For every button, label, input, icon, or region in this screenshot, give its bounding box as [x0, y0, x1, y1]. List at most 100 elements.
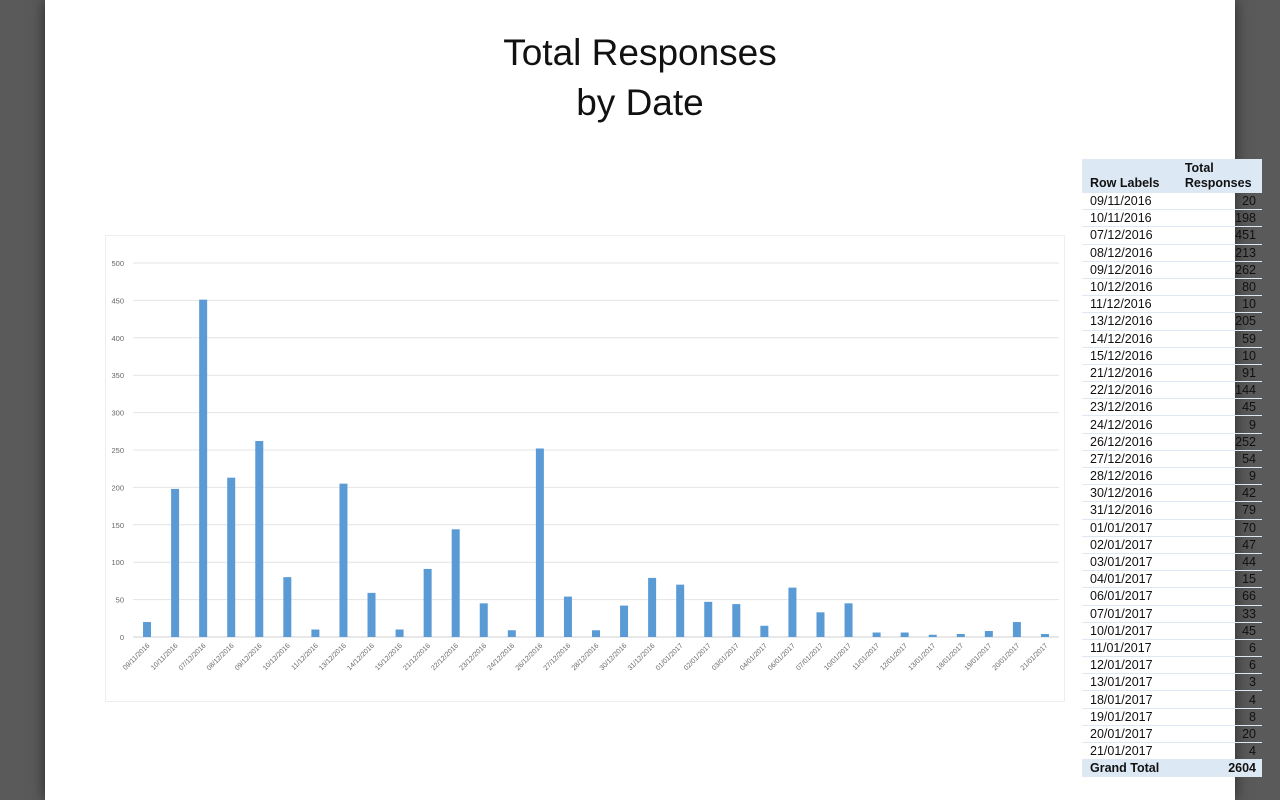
pivot-row-label: 11/12/2016: [1082, 295, 1177, 314]
pivot-row-value: 15: [1176, 570, 1262, 589]
pivot-row-value: 205: [1176, 312, 1262, 331]
y-tick-label: 150: [111, 521, 124, 530]
pivot-row: 09/12/2016 262: [1082, 261, 1262, 279]
x-tick-label: 09/11/2016: [122, 642, 151, 671]
x-tick-label: 02/01/2017: [683, 642, 713, 672]
pivot-row-label: 31/12/2016: [1082, 501, 1177, 520]
pivot-row-label: 11/01/2017: [1082, 639, 1177, 658]
pivot-row: 13/01/2017 3: [1082, 673, 1262, 692]
pivot-row-label: 22/12/2016: [1082, 381, 1177, 400]
x-tick-label: 14/12/2016: [346, 642, 376, 672]
bar: [676, 584, 685, 637]
bar: [283, 577, 292, 637]
pivot-row: 24/12/2016 9: [1082, 415, 1262, 434]
x-tick-label: 10/01/2017: [823, 642, 853, 672]
pivot-row: 03/01/2017 44: [1082, 553, 1262, 572]
y-tick-label: 500: [111, 259, 124, 268]
pivot-row: 10/11/2016 198: [1082, 209, 1262, 228]
y-tick-label: 100: [111, 558, 124, 567]
x-tick-label: 04/01/2017: [739, 642, 769, 672]
pivot-row-label: 08/12/2016: [1082, 244, 1177, 262]
pivot-row-value: 9: [1176, 467, 1262, 486]
title-line-2: by Date: [576, 82, 704, 123]
x-tick-label: 07/12/2016: [178, 642, 208, 672]
y-tick-label: 350: [111, 371, 124, 380]
pivot-row-value: 91: [1176, 364, 1262, 383]
bar: [451, 529, 460, 637]
x-tick-label: 01/01/2017: [655, 642, 685, 672]
x-tick-label: 10/12/2016: [262, 642, 292, 672]
pivot-row-label: 12/01/2017: [1082, 656, 1177, 675]
bar: [507, 630, 516, 637]
y-tick-label: 250: [111, 446, 124, 455]
y-tick-label: 300: [111, 409, 124, 418]
x-tick-label: 23/12/2016: [458, 642, 488, 672]
x-tick-label: 21/12/2016: [402, 642, 432, 672]
pivot-row: 08/12/2016 213: [1082, 244, 1262, 262]
pivot-row-value: 80: [1176, 278, 1262, 297]
pivot-row-label: 21/12/2016: [1082, 364, 1177, 383]
pivot-row: 07/01/2017 33: [1082, 605, 1262, 623]
pivot-row-value: 33: [1176, 605, 1262, 623]
pivot-row-label: 28/12/2016: [1082, 467, 1177, 486]
pivot-row-value: 45: [1176, 398, 1262, 417]
pivot-row-value: 252: [1176, 433, 1262, 451]
pivot-body: 09/11/2016 20 10/11/2016 198 07/12/2016 451 08…: [1082, 193, 1262, 761]
pivot-row: 07/12/2016 451: [1082, 226, 1262, 245]
pivot-row: 10/01/2017 45: [1082, 622, 1262, 640]
x-tick-label: 27/12/2016: [543, 642, 573, 672]
x-tick-label: 13/01/2017: [907, 642, 937, 672]
x-tick-label: 20/01/2017: [992, 642, 1022, 672]
bar: [311, 629, 320, 637]
pivot-row-label: 18/01/2017: [1082, 690, 1177, 709]
x-tick-label: 31/12/2016: [627, 642, 657, 672]
pivot-row: 27/12/2016 54: [1082, 450, 1262, 469]
pivot-row-value: 79: [1176, 501, 1262, 520]
bar: [956, 634, 965, 637]
bar: [227, 477, 236, 637]
pivot-row: 09/11/2016 20: [1082, 193, 1262, 211]
bar-chart-area: 0 50 100 150 200 250 300 350 400 450 500 09/11/2016…: [105, 235, 1065, 702]
bar: [563, 596, 572, 637]
y-tick-label: 50: [116, 596, 124, 605]
pivot-row-label: 24/12/2016: [1082, 415, 1177, 434]
bar: [171, 488, 180, 637]
bar: [620, 605, 629, 637]
bar: [648, 577, 657, 637]
pivot-row-label: 07/12/2016: [1082, 226, 1177, 245]
x-tick-label: 03/01/2017: [711, 642, 741, 672]
pivot-row: 04/01/2017 15: [1082, 570, 1262, 589]
pivot-row-value: 6: [1176, 639, 1262, 658]
pivot-row: 11/12/2016 10: [1082, 295, 1262, 314]
bar: [732, 604, 741, 637]
pivot-row-label: 10/11/2016: [1082, 209, 1177, 228]
pivot-row: 28/12/2016 9: [1082, 467, 1262, 486]
grand-total-label: Grand Total: [1082, 759, 1177, 778]
bar-chart: 0 50 100 150 200 250 300 350 400 450 500 09/11/2016…: [111, 259, 1059, 672]
x-tick-label: 06/01/2017: [767, 642, 797, 672]
pivot-row: 10/12/2016 80: [1082, 278, 1262, 297]
pivot-row-value: 70: [1176, 519, 1262, 537]
x-tick-label: 11/12/2016: [290, 642, 319, 671]
pivot-row-value: 3: [1176, 673, 1262, 692]
grand-total-value: 2604: [1176, 759, 1262, 778]
bar: [760, 625, 769, 637]
pivot-row-value: 47: [1176, 536, 1262, 554]
bar: [928, 634, 937, 637]
pivot-row-label: 26/12/2016: [1082, 433, 1177, 451]
pivot-row-value: 20: [1176, 193, 1262, 211]
pivot-row: 11/01/2017 6: [1082, 639, 1262, 658]
pivot-row-label: 20/01/2017: [1082, 725, 1177, 744]
pivot-row-label: 21/01/2017: [1082, 742, 1177, 761]
y-tick-label: 0: [120, 633, 124, 642]
bar: [872, 632, 881, 637]
bar: [704, 601, 713, 637]
bar: [367, 592, 376, 637]
bar: [143, 622, 152, 637]
bar: [339, 483, 348, 637]
report-page: Total Responses by Date 0 50 100 150 200 250 3…: [45, 0, 1262, 800]
total-header-line-2: Responses: [1184, 176, 1252, 190]
pivot-row-value: 66: [1176, 587, 1262, 606]
pivot-row-label: 07/01/2017: [1082, 605, 1177, 623]
bar: [255, 441, 264, 637]
